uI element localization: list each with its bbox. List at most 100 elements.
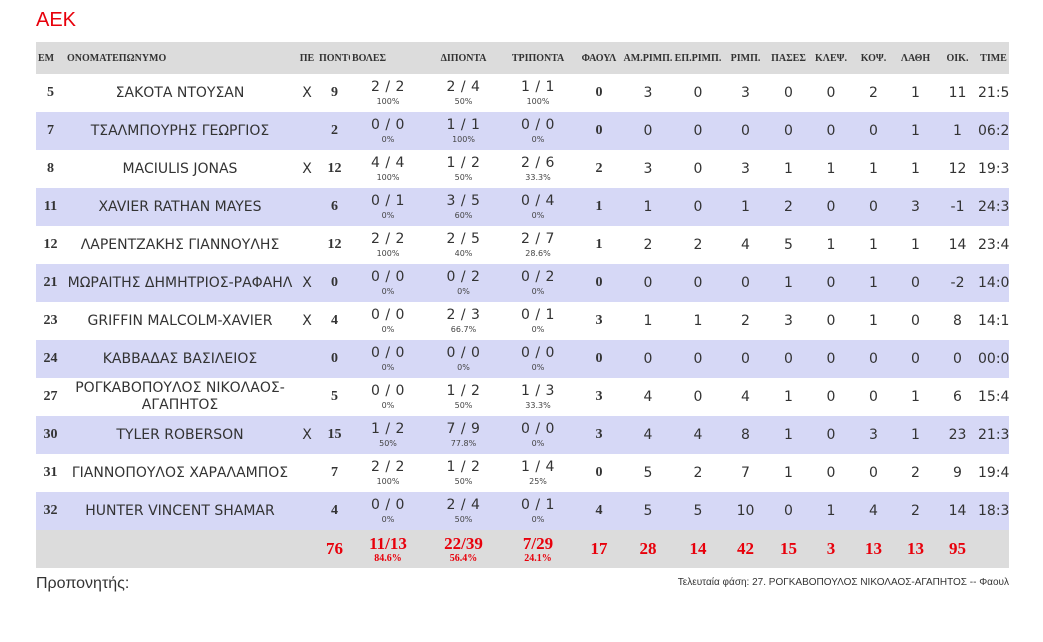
def-rebounds: 0 [623, 112, 673, 150]
player-name-cell[interactable]: ΤΣΑΛΜΠΟΥΡΗΣ ΓΕΩΡΓΙΟΣ [65, 112, 295, 150]
col-steals: ΚΛΕΨ. [809, 42, 853, 74]
player-points: 2 [319, 112, 350, 150]
assists: 1 [768, 264, 809, 302]
three-pointers-pct: 0% [531, 439, 545, 448]
two-pointers-made: 1 / 2 [446, 459, 481, 475]
col-off-reb: ΕΠ.ΡΙΜΠ. [673, 42, 723, 74]
off-rebounds: 0 [673, 150, 723, 188]
totals-ft: 11/13 84.6% [350, 530, 426, 568]
steals: 0 [809, 112, 853, 150]
player-name-cell[interactable]: ΣΑΚΟΤΑ ΝΤΟΥΣΑΝ [65, 74, 295, 112]
player-name-link[interactable]: HUNTER VINCENT SHAMAR [85, 502, 275, 519]
player-name-cell[interactable]: ΚΑΒΒΑΔΑΣ ΒΑΣΙΛΕΙΟΣ [65, 340, 295, 378]
totals-fg3: 7/29 24.1% [501, 530, 575, 568]
assists: 0 [768, 74, 809, 112]
player-name-link[interactable]: ΓΙΑΝΝΟΠΟΥΛΟΣ ΧΑΡΑΛΑΜΠΟΣ [71, 464, 289, 481]
player-number: 23 [36, 302, 65, 340]
totals-points: 76 [319, 530, 350, 568]
steals: 0 [809, 302, 853, 340]
assists: 1 [768, 378, 809, 416]
player-number: 5 [36, 74, 65, 112]
col-two: ΔΙΠΟΝΤΑ [426, 42, 501, 74]
player-name-cell[interactable]: XAVIER RATHAN MAYES [65, 188, 295, 226]
rebounds: 4 [723, 378, 768, 416]
oik-rating: -2 [937, 264, 978, 302]
turnovers: 0 [894, 302, 937, 340]
off-rebounds: 4 [673, 416, 723, 454]
rebounds: 0 [723, 264, 768, 302]
two-pointers-pct: 60% [454, 211, 473, 220]
free-throws-pct: 0% [381, 135, 395, 144]
oik-rating: 14 [937, 226, 978, 264]
player-name-link[interactable]: ΣΑΚΟΤΑ ΝΤΟΥΣΑΝ [115, 84, 245, 101]
rebounds: 3 [723, 74, 768, 112]
two-pointers-made: 3 / 5 [446, 193, 481, 209]
three-pointers-made: 2 / 6 [521, 155, 555, 171]
two-pointers: 1 / 2 50% [426, 378, 501, 416]
rebounds: 3 [723, 150, 768, 188]
player-name-cell[interactable]: ΓΙΑΝΝΟΠΟΥΛΟΣ ΧΑΡΑΛΑΜΠΟΣ [65, 454, 295, 492]
player-name-cell[interactable]: ΡΟΓΚΑΒΟΠΟΥΛΟΣ ΝΙΚΟΛΑΟΣ-ΑΓΑΠΗΤΟΣ [65, 378, 295, 416]
two-pointers-made: 0 / 0 [446, 345, 481, 361]
free-throws: 2 / 2 100% [350, 454, 426, 492]
steals: 0 [809, 264, 853, 302]
blocks: 0 [853, 454, 894, 492]
steals: 0 [809, 454, 853, 492]
blocks: 2 [853, 74, 894, 112]
two-pointers-made: 2 / 4 [446, 79, 481, 95]
assists: 0 [768, 340, 809, 378]
three-pointers: 2 / 7 28.6% [501, 226, 575, 264]
steals: 0 [809, 378, 853, 416]
team-title: ΑΕΚ [36, 9, 77, 31]
player-name-link[interactable]: ΡΟΓΚΑΒΟΠΟΥΛΟΣ ΝΙΚΟΛΑΟΣ-ΑΓΑΠΗΤΟΣ [75, 380, 285, 413]
starter-mark [295, 188, 319, 226]
three-pointers: 0 / 1 0% [501, 302, 575, 340]
player-name-cell[interactable]: ΛΑΡΕΝΤΖΑΚΗΣ ΓΙΑΝΝΟΥΛΗΣ [65, 226, 295, 264]
player-name-link[interactable]: ΜΩΡΑΙΤΗΣ ΔΗΜΗΤΡΙΟΣ-ΡΑΦΑΗΛ [67, 274, 293, 291]
three-pointers-pct: 28.6% [525, 249, 551, 258]
col-reb: ΡΙΜΠ. [723, 42, 768, 74]
totals-off-reb: 14 [673, 530, 723, 568]
two-pointers: 0 / 0 0% [426, 340, 501, 378]
two-pointers-pct: 50% [454, 401, 473, 410]
player-name-cell[interactable]: TYLER ROBERSON [65, 416, 295, 454]
totals-fg3-pct: 24.1% [524, 553, 552, 564]
free-throws-pct: 100% [376, 477, 400, 486]
two-pointers-made: 1 / 2 [446, 383, 481, 399]
player-name-cell[interactable]: HUNTER VINCENT SHAMAR [65, 492, 295, 530]
blocks: 0 [853, 188, 894, 226]
player-number: 24 [36, 340, 65, 378]
oik-rating: 11 [937, 74, 978, 112]
player-name-link[interactable]: MACIULIS JONAS [122, 160, 238, 177]
player-points: 5 [319, 378, 350, 416]
rebounds: 10 [723, 492, 768, 530]
def-rebounds: 3 [623, 74, 673, 112]
three-pointers-pct: 0% [531, 515, 545, 524]
starter-mark [295, 340, 319, 378]
minutes-played: 15:49 [978, 378, 1009, 416]
rebounds: 0 [723, 112, 768, 150]
player-fouls: 1 [575, 226, 623, 264]
player-name-link[interactable]: TYLER ROBERSON [116, 426, 244, 443]
player-name-link[interactable]: ΛΑΡΕΝΤΖΑΚΗΣ ΓΙΑΝΝΟΥΛΗΣ [80, 236, 280, 253]
col-turnovers: ΛΑΘΗ [894, 42, 937, 74]
player-name-cell[interactable]: GRIFFIN MALCOLM-XAVIER [65, 302, 295, 340]
player-points: 12 [319, 150, 350, 188]
rebounds: 0 [723, 340, 768, 378]
player-name-link[interactable]: XAVIER RATHAN MAYES [98, 198, 262, 215]
def-rebounds: 4 [623, 416, 673, 454]
player-name-link[interactable]: ΤΣΑΛΜΠΟΥΡΗΣ ΓΕΩΡΓΙΟΣ [90, 122, 270, 139]
totals-reb: 42 [723, 530, 768, 568]
two-pointers-pct: 50% [454, 173, 473, 182]
player-name-link[interactable]: ΚΑΒΒΑΔΑΣ ΒΑΣΙΛΕΙΟΣ [102, 350, 258, 367]
totals-empty [295, 530, 319, 568]
player-row: 8 MACIULIS JONAS X 12 4 / 4 100% 1 / 2 50% 2 / 6… [36, 150, 1009, 188]
two-pointers: 0 / 2 0% [426, 264, 501, 302]
blocks: 3 [853, 416, 894, 454]
player-name-cell[interactable]: MACIULIS JONAS [65, 150, 295, 188]
steals: 1 [809, 492, 853, 530]
player-fouls: 0 [575, 454, 623, 492]
player-name-link[interactable]: GRIFFIN MALCOLM-XAVIER [87, 312, 273, 329]
three-pointers-made: 0 / 4 [521, 193, 555, 209]
player-name-cell[interactable]: ΜΩΡΑΙΤΗΣ ΔΗΜΗΤΡΙΟΣ-ΡΑΦΑΗΛ [65, 264, 295, 302]
